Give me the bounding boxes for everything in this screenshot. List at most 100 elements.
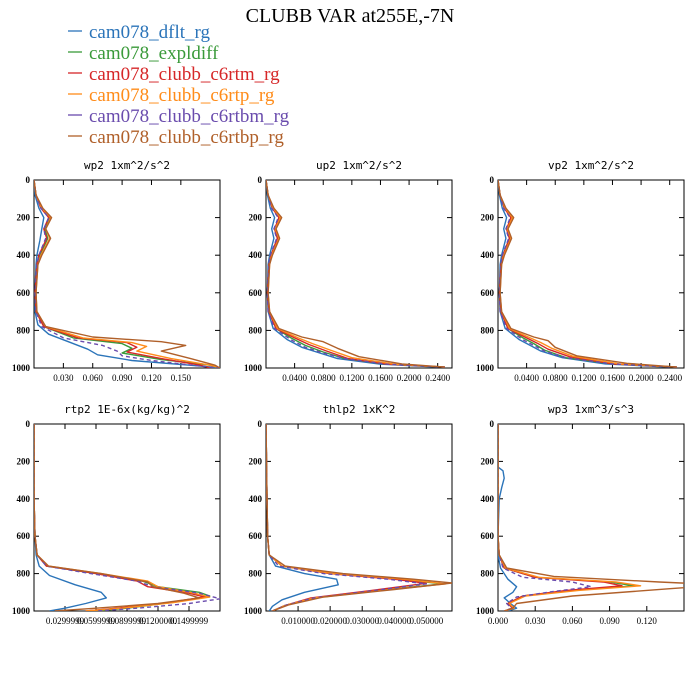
y-tick-label: 800 bbox=[481, 569, 495, 579]
y-tick-label: 0 bbox=[26, 419, 31, 429]
series-line-cam078_clubb_c6rtm_rg bbox=[34, 180, 211, 368]
series-line-cam078_clubb_c6rtbp_rg bbox=[266, 424, 452, 611]
panel-title: up2 1xm^2/s^2 bbox=[316, 159, 402, 172]
y-tick-label: 0 bbox=[258, 175, 263, 185]
y-tick-label: 1000 bbox=[12, 363, 31, 373]
y-tick-label: 400 bbox=[249, 250, 263, 260]
x-tick-label: 0.030 bbox=[53, 373, 74, 383]
series-group bbox=[266, 180, 445, 368]
x-tick-label: 0.1200 bbox=[339, 373, 364, 383]
x-tick-label: 0.040000 bbox=[377, 616, 411, 626]
series-line-cam078_clubb_c6rtm_rg bbox=[498, 424, 623, 611]
legend-label: cam078_clubb_c6rtm_rg bbox=[89, 64, 280, 85]
panel-title: wp3 1xm^3/s^3 bbox=[548, 403, 634, 416]
y-tick-label: 600 bbox=[481, 288, 495, 298]
x-tick-label: 0.090 bbox=[112, 373, 133, 383]
y-tick-label: 600 bbox=[481, 531, 495, 541]
y-tick-label: 400 bbox=[481, 250, 495, 260]
panel-title: thlp2 1xK^2 bbox=[323, 403, 396, 416]
y-tick-label: 200 bbox=[17, 456, 31, 466]
plot-frame bbox=[265, 423, 453, 612]
series-line-cam078_dflt_rg bbox=[498, 424, 518, 611]
x-tick-label: 0.050000 bbox=[409, 616, 443, 626]
y-tick-label: 1000 bbox=[244, 363, 263, 373]
y-tick-label: 200 bbox=[481, 213, 495, 223]
series-group bbox=[34, 180, 220, 368]
plot-frame bbox=[33, 423, 221, 612]
y-tick-label: 600 bbox=[249, 531, 263, 541]
y-tick-label: 400 bbox=[17, 494, 31, 504]
series-line-cam078_clubb_c6rtbm_rg bbox=[498, 424, 592, 611]
y-tick-label: 1000 bbox=[476, 363, 495, 373]
y-tick-label: 0 bbox=[258, 419, 263, 429]
y-tick-label: 0 bbox=[26, 175, 31, 185]
panel-2: up2 1xm^2/s^2 0 200 400 600 800 1000 0.0400 0.08… bbox=[244, 159, 453, 383]
y-tick-label: 400 bbox=[249, 494, 263, 504]
x-tick-label: 0.1200000 bbox=[139, 616, 178, 626]
y-tick-label: 800 bbox=[17, 325, 31, 335]
series-line-cam078_expldiff bbox=[498, 424, 636, 611]
x-tick-label: 0.0400 bbox=[514, 373, 539, 383]
panel-title: wp2 1xm^2/s^2 bbox=[84, 159, 170, 172]
panel-6: wp3 1xm^3/s^3 0 200 400 600 800 10000.000 0.030… bbox=[476, 403, 685, 626]
series-group bbox=[498, 424, 684, 611]
x-tick-label: 0.020000 bbox=[313, 616, 347, 626]
x-tick-label: 0.120 bbox=[141, 373, 162, 383]
series-group bbox=[498, 180, 677, 368]
series-line-cam078_dflt_rg bbox=[34, 424, 108, 611]
y-tick-label: 200 bbox=[17, 213, 31, 223]
y-tick-label: 1000 bbox=[12, 606, 31, 616]
series-line-cam078_clubb_c6rtp_rg bbox=[498, 424, 642, 611]
legend-item: cam078_clubb_c6rtbp_rg bbox=[68, 127, 284, 148]
y-tick-label: 800 bbox=[17, 569, 31, 579]
series-line-cam078_clubb_c6rtm_rg bbox=[266, 424, 427, 611]
plot-frame bbox=[497, 179, 685, 369]
x-tick-label: 0.060 bbox=[83, 373, 104, 383]
y-tick-label: 1000 bbox=[244, 606, 263, 616]
x-tick-label: 0.2400 bbox=[425, 373, 450, 383]
x-tick-label: 0.090 bbox=[599, 616, 620, 626]
x-tick-label: 0.0800 bbox=[543, 373, 568, 383]
x-tick-label: 0.120 bbox=[637, 616, 658, 626]
legend-label: cam078_expldiff bbox=[89, 43, 219, 64]
panel-1: wp2 1xm^2/s^2 0 200 400 600 800 1000 0.030 0.060… bbox=[12, 159, 221, 383]
series-line-cam078_clubb_c6rtbp_rg bbox=[34, 180, 220, 368]
x-tick-label: 0.1200 bbox=[571, 373, 596, 383]
series-line-cam078_expldiff bbox=[34, 424, 211, 611]
legend-item: cam078_clubb_c6rtbm_rg bbox=[68, 106, 290, 127]
x-tick-label: 0.150 bbox=[171, 373, 192, 383]
series-line-cam078_clubb_c6rtm_rg bbox=[34, 424, 206, 611]
x-tick-label: 0.0400 bbox=[282, 373, 307, 383]
series-line-cam078_clubb_c6rtbp_rg bbox=[498, 180, 677, 368]
y-tick-label: 0 bbox=[490, 175, 495, 185]
y-tick-label: 400 bbox=[17, 250, 31, 260]
series-line-cam078_clubb_c6rtbm_rg bbox=[266, 180, 445, 368]
legend-item: cam078_clubb_c6rtp_rg bbox=[68, 85, 275, 106]
y-tick-label: 800 bbox=[249, 325, 263, 335]
y-tick-label: 400 bbox=[481, 494, 495, 504]
plot-frame bbox=[33, 179, 221, 369]
y-tick-label: 600 bbox=[17, 531, 31, 541]
y-tick-label: 800 bbox=[481, 325, 495, 335]
series-line-cam078_clubb_c6rtbp_rg bbox=[266, 180, 445, 368]
legend-item: cam078_dflt_rg bbox=[68, 22, 211, 43]
series-line-cam078_clubb_c6rtbm_rg bbox=[266, 424, 427, 611]
series-line-cam078_clubb_c6rtbm_rg bbox=[34, 424, 220, 611]
x-tick-label: 0.060 bbox=[562, 616, 583, 626]
series-line-cam078_clubb_c6rtbp_rg bbox=[34, 424, 201, 611]
figure-title: CLUBB VAR at255E,-7N bbox=[246, 5, 455, 27]
legend-label: cam078_clubb_c6rtbm_rg bbox=[89, 106, 290, 127]
series-line-cam078_clubb_c6rtbm_rg bbox=[34, 180, 220, 368]
x-tick-label: 0.1499999 bbox=[170, 616, 209, 626]
x-tick-label: 0.2000 bbox=[397, 373, 422, 383]
x-tick-label: 0.1600 bbox=[368, 373, 393, 383]
y-tick-label: 200 bbox=[481, 456, 495, 466]
legend-label: cam078_dflt_rg bbox=[89, 22, 211, 43]
legend-label: cam078_clubb_c6rtbp_rg bbox=[89, 127, 284, 148]
panel-4: rtp2 1E-6x(kg/kg)^2 0 200 400 600 800 1000 0.02… bbox=[12, 403, 221, 626]
legend: cam078_dflt_rgcam078_expldiffcam078_club… bbox=[68, 22, 290, 148]
y-tick-label: 800 bbox=[249, 569, 263, 579]
series-line-cam078_dflt_rg bbox=[266, 424, 339, 611]
series-line-cam078_clubb_c6rtbm_rg bbox=[498, 180, 677, 368]
